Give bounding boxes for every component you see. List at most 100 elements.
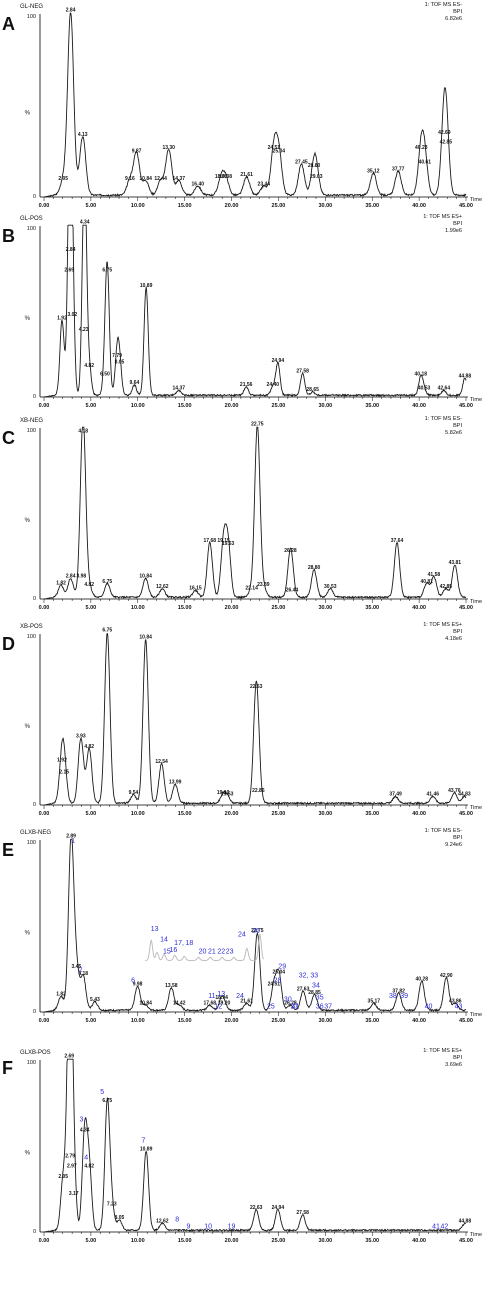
x-axis-label: Time: [470, 1012, 482, 1018]
x-tick-label: 10.00: [131, 1238, 145, 1244]
peak-label: 41.58: [428, 572, 441, 578]
peak-label: 3.02: [67, 312, 77, 318]
x-tick-label: 10.00: [131, 1018, 145, 1024]
panel-letter: F: [2, 1058, 13, 1078]
panel-letter: A: [2, 14, 15, 34]
x-tick-label: 5.00: [86, 811, 97, 817]
x-tick-label: 0.00: [39, 203, 50, 209]
peak-label: 19.38: [219, 174, 232, 180]
x-tick-label: 40.00: [412, 403, 426, 409]
inset-compound-number: 18: [185, 940, 193, 947]
peak-label: 1.92: [57, 315, 67, 321]
peak-label: 19.63: [222, 541, 235, 547]
peak-label: 8.05: [115, 360, 125, 366]
header-line-2: 3.69e6: [445, 1062, 462, 1068]
peak-label: 2.79: [65, 1153, 75, 1159]
peak-label: 40.81: [420, 579, 433, 585]
inset-compound-number: 22: [217, 949, 225, 956]
peak-label: 18.89: [215, 174, 228, 180]
compound-number: 13: [217, 991, 225, 998]
y-tick-label: 0: [33, 394, 36, 400]
peak-label: 37.82: [392, 988, 405, 994]
x-tick-label: 35.00: [365, 1238, 379, 1244]
compound-number: 8: [175, 1216, 179, 1223]
peak-label: 9.98: [133, 981, 143, 987]
y-tick-label: 0: [33, 1229, 36, 1235]
peak-label: 24.94: [272, 358, 285, 364]
peak-label: 2.15: [59, 769, 69, 775]
x-tick-label: 20.00: [225, 203, 239, 209]
peak-label: 7.79: [112, 353, 122, 359]
peak-label: 35.17: [368, 999, 381, 1005]
header-line-0: 1: TOF MS ES+: [423, 622, 462, 628]
compound-number: 12: [215, 1003, 223, 1010]
x-axis-label: Time: [470, 397, 482, 403]
x-tick-label: 45.00: [459, 1238, 473, 1244]
chromatogram-trace: [43, 633, 467, 806]
header-line-0: 1: TOF MS ES-: [425, 416, 463, 422]
chromatogram-trace: [43, 426, 467, 600]
compound-number: 25: [267, 1003, 275, 1010]
peak-label: 4.18: [78, 971, 88, 977]
x-tick-label: 0.00: [39, 605, 50, 611]
x-tick-label: 30.00: [318, 811, 332, 817]
compound-number: 11: [208, 993, 215, 1000]
x-tick-label: 45.00: [459, 605, 473, 611]
peak-label: 40.28: [415, 976, 428, 982]
peak-label: 25.04: [273, 148, 286, 154]
x-tick-label: 25.00: [272, 203, 286, 209]
y-tick-label: 100: [27, 1060, 36, 1066]
peak-label: 19.20: [218, 1000, 231, 1006]
y-axis-label: %: [25, 316, 31, 322]
peak-label: 22.86: [252, 788, 265, 794]
peak-label: 22.75: [251, 928, 264, 934]
x-tick-label: 45.00: [459, 1018, 473, 1024]
peak-label: 28.80: [308, 565, 321, 571]
peak-label: 43.76: [448, 788, 461, 794]
x-tick-label: 35.00: [365, 203, 379, 209]
y-axis-label: %: [25, 518, 31, 524]
peak-label: 3.98: [76, 574, 86, 580]
peak-label: 1.82: [56, 581, 66, 587]
x-tick-label: 5.00: [86, 203, 97, 209]
compound-number: 41: [432, 1223, 440, 1230]
x-tick-label: 35.00: [365, 403, 379, 409]
peak-label: 37.64: [391, 538, 404, 544]
peak-label: 9.54: [129, 790, 139, 796]
peak-label: 14.37: [173, 385, 186, 391]
sample-title: XB-NEG: [20, 418, 43, 424]
x-tick-label: 15.00: [178, 1018, 192, 1024]
compound-number: 9: [186, 1223, 190, 1230]
compound-number: 42: [441, 1223, 449, 1230]
peak-label: 24.94: [272, 1205, 285, 1211]
peak-label: 27.58: [296, 368, 309, 374]
peak-label: 27.58: [296, 1210, 309, 1216]
compound-number: 10: [204, 1223, 212, 1230]
x-tick-label: 25.00: [272, 403, 286, 409]
peak-label: 44.88: [459, 1219, 472, 1225]
compound-number: 43: [455, 1003, 463, 1010]
y-tick-label: 0: [33, 194, 36, 200]
peak-label: 26.28: [284, 548, 297, 554]
x-tick-label: 45.00: [459, 811, 473, 817]
compound-number: 7: [141, 1137, 145, 1144]
chromatogram-trace: [43, 1058, 467, 1233]
peak-label: 18.94: [215, 995, 228, 1001]
inset-compound-number: 14: [160, 936, 168, 943]
peak-label: 12.62: [156, 1219, 169, 1225]
x-tick-label: 45.00: [459, 403, 473, 409]
header-line-2: 9.24e6: [445, 842, 462, 848]
x-tick-label: 40.00: [412, 1018, 426, 1024]
x-tick-label: 30.00: [318, 1238, 332, 1244]
compound-number: 36: [316, 1003, 324, 1010]
peak-label: 40.53: [418, 385, 431, 391]
peak-label: 22.63: [250, 684, 263, 690]
peak-label: 2.05: [58, 1174, 68, 1180]
compound-number: 19: [228, 1223, 236, 1230]
peak-label: 4.13: [78, 132, 88, 138]
peak-label: 24.51: [268, 981, 281, 987]
y-axis-label: %: [25, 931, 31, 937]
y-tick-label: 100: [27, 840, 36, 846]
